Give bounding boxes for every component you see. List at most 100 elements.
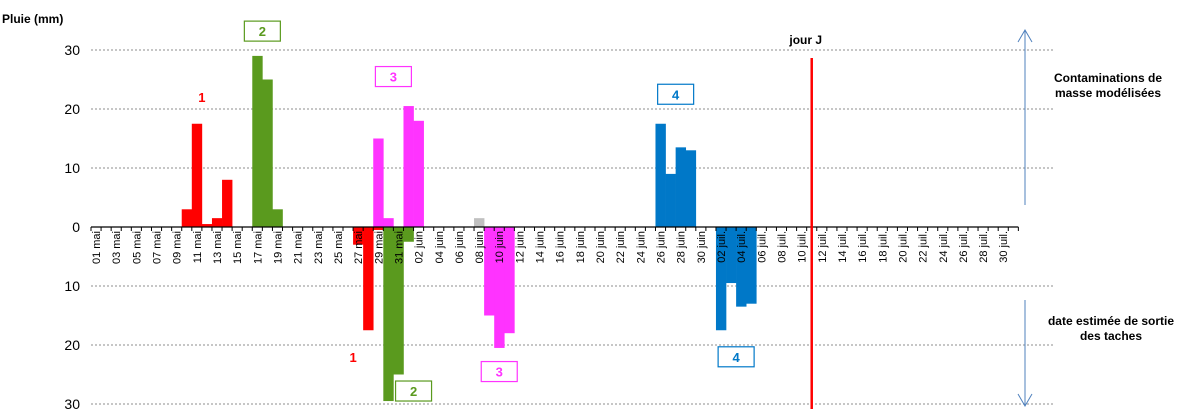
- bar: [675, 147, 687, 227]
- x-tick-label: 16 juil.: [857, 231, 869, 263]
- annotation-label: 1: [349, 350, 356, 365]
- arrow-up-head: [1017, 29, 1033, 43]
- x-tick-label: 05 mai: [131, 231, 143, 264]
- x-tick-label: 06 juil.: [756, 231, 768, 263]
- x-axis: 01 mai 03 mai 05 mai 07 mai 09 mai 11 mai 13 m…: [90, 226, 1019, 264]
- bar: [262, 79, 273, 227]
- x-tick-label: 10 juin: [494, 231, 506, 263]
- y-tick-label: 10: [64, 278, 80, 294]
- x-tick-label: 30 juil.: [998, 231, 1010, 263]
- x-tick-label: 21 mai: [293, 231, 305, 264]
- y-tick-label: 0: [72, 219, 80, 235]
- bar: [211, 218, 223, 227]
- annotation-label: 4: [672, 87, 680, 102]
- x-tick-label: 22 juil.: [918, 231, 930, 263]
- side-arrows: [1017, 29, 1033, 407]
- x-tick-label: 04 juil.: [736, 231, 748, 263]
- y-tick-label: 30: [64, 42, 80, 58]
- y-tick-label: 30: [64, 396, 80, 409]
- x-tick-label: 16 juin: [555, 231, 567, 263]
- x-tick-label: 26 juin: [656, 231, 668, 263]
- x-tick-label: 09 mai: [172, 231, 184, 264]
- side-note-bottom: date estimée de sortie des taches: [1047, 314, 1175, 343]
- jour-j-label: jour J: [788, 33, 822, 47]
- x-tick-label: 08 juil.: [776, 231, 788, 263]
- annotation-label: 4: [733, 350, 741, 365]
- bar: [191, 123, 203, 227]
- x-tick-label: 23 mai: [313, 231, 325, 264]
- annotation-label: 2: [410, 384, 417, 399]
- x-tick-label: 06 juin: [454, 231, 466, 263]
- y-tick-label: 20: [64, 337, 80, 353]
- bar: [201, 224, 213, 227]
- x-tick-label: 14 juin: [535, 231, 547, 263]
- jour-j-marker: jour J: [788, 33, 822, 409]
- x-tick-label: 31 mai: [393, 231, 405, 264]
- annotation-box: [243, 20, 281, 42]
- x-tick-label: 25 mai: [333, 231, 345, 264]
- bar: [474, 218, 485, 227]
- annotation-box: [657, 83, 695, 105]
- x-tick-label: 20 juil.: [897, 231, 909, 263]
- x-tick-label: 07 mai: [152, 231, 164, 264]
- annotation-box: [394, 380, 433, 402]
- y-tick-label: 10: [64, 160, 80, 176]
- x-tick-label: 24 juin: [635, 231, 647, 263]
- bar: [383, 218, 394, 227]
- bar: [383, 227, 394, 402]
- x-tick-label: 28 juin: [676, 231, 688, 263]
- bar: [353, 227, 364, 245]
- bar: [494, 227, 505, 348]
- x-tick-label: 27 mai: [353, 231, 365, 264]
- annotations: 1 2 3 4 1 2 3 4: [198, 20, 755, 402]
- x-tick-label: 13 mai: [212, 231, 224, 264]
- bar: [222, 179, 233, 227]
- x-tick-label: 26 juil.: [958, 231, 970, 263]
- bar: [403, 106, 414, 227]
- bar: [715, 227, 727, 331]
- annotation-box: [717, 346, 755, 368]
- bar: [363, 227, 374, 331]
- annotation-box: [374, 65, 412, 88]
- x-tick-label: 18 juin: [575, 231, 587, 263]
- x-tick-label: 02 juin: [414, 231, 426, 263]
- x-tick-label: 17 mai: [252, 231, 264, 264]
- x-tick-label: 11 mai: [192, 231, 204, 263]
- y-tick-label: 20: [64, 101, 80, 117]
- x-tick-label: 04 juin: [434, 231, 446, 263]
- bar: [393, 227, 404, 375]
- x-tick-label: 18 juil.: [877, 231, 889, 263]
- x-tick-label: 15 mai: [232, 231, 244, 264]
- bar: [403, 227, 414, 242]
- bar: [685, 150, 697, 227]
- x-tick-label: 24 juil.: [938, 231, 950, 263]
- y-axis-ticks: 30 20 10 0 10 20 30: [64, 42, 80, 409]
- bar: [665, 173, 676, 227]
- x-tick-label: 10 juil.: [797, 231, 809, 263]
- bars: [181, 55, 757, 402]
- bar: [413, 120, 424, 227]
- bar: [373, 138, 384, 227]
- x-tick-label: 19 mai: [272, 231, 284, 264]
- x-tick-label: 01 mai: [91, 231, 103, 264]
- bar: [373, 227, 384, 230]
- annotation-label: 3: [390, 70, 397, 85]
- bar: [726, 227, 737, 284]
- annotation-label: 2: [259, 24, 266, 39]
- side-note-top: Contaminations de masse modélisées: [1053, 71, 1162, 100]
- bar: [272, 209, 283, 227]
- x-tick-label: 22 juin: [615, 231, 627, 263]
- x-tick-label: 20 juin: [595, 231, 607, 263]
- x-tick-label: 02 juil.: [716, 231, 728, 263]
- y-axis-label: Pluie (mm): [2, 12, 64, 26]
- gridlines: [91, 49, 1055, 405]
- bar: [504, 227, 515, 334]
- x-tick-label: 14 juil.: [837, 231, 849, 263]
- arrow-down-head: [1017, 393, 1033, 407]
- bar: [655, 123, 666, 227]
- x-tick-label: 08 juin: [474, 231, 486, 263]
- x-tick-label: 30 juin: [696, 231, 708, 263]
- annotation-label: 1: [198, 90, 205, 105]
- bar: [736, 227, 747, 307]
